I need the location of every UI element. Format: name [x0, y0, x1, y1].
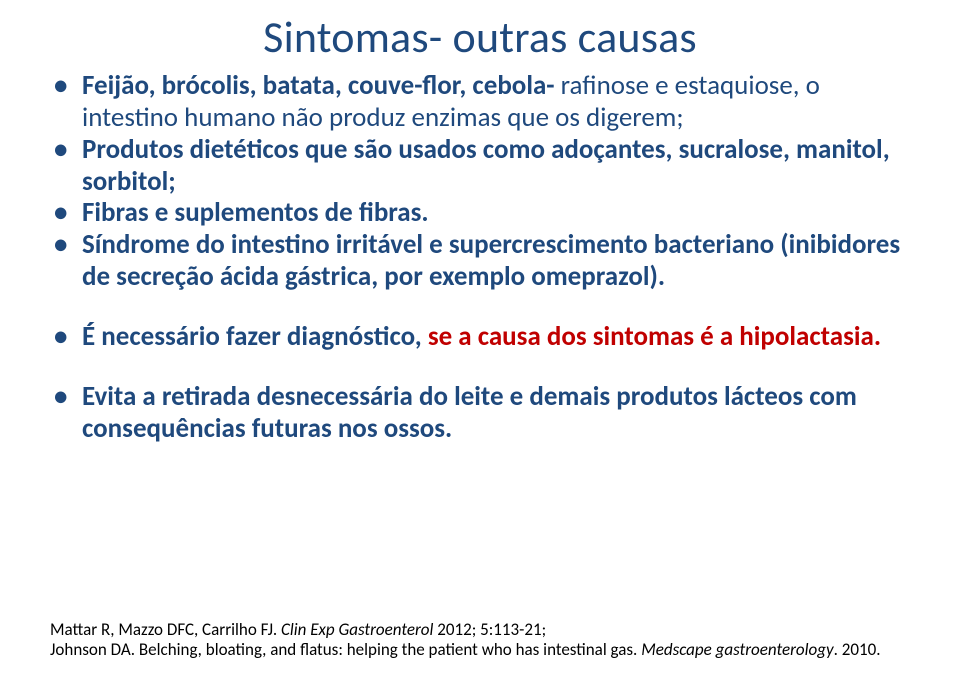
ref1-rest: 2012; 5:113-21;	[437, 619, 546, 640]
bullet-item: Fibras e suplementos de fibras.	[82, 197, 910, 229]
bullet-item: Produtos dietéticos que são usados como …	[82, 134, 910, 198]
bullet-item: Evita a retirada desnecessária do leite …	[82, 381, 910, 445]
slide-title: Sintomas- outras causas	[50, 10, 910, 64]
bullet-text-part: se a causa dos sintomas é a hipolactasia…	[428, 320, 881, 353]
ref2-authors: Johnson DA. Belching, bloating, and flat…	[50, 639, 641, 660]
bullet-text-part: Feijão, brócolis, batata, couve-flor, ce…	[82, 69, 561, 102]
bullet-list: Feijão, brócolis, batata, couve-flor, ce…	[50, 70, 910, 445]
bullet-text-part: É necessário fazer diagnóstico,	[82, 320, 428, 353]
bullet-text-part: Evita a retirada desnecessária do leite …	[82, 380, 857, 445]
reference-line-2: Johnson DA. Belching, bloating, and flat…	[50, 640, 910, 661]
ref1-journal: Clin Exp Gastroenterol	[281, 619, 437, 640]
bullet-text-part: Produtos dietéticos que são usados como …	[82, 133, 890, 198]
reference-line-1: Mattar R, Mazzo DFC, Carrilho FJ. Clin E…	[50, 620, 910, 641]
bullet-item: Feijão, brócolis, batata, couve-flor, ce…	[82, 70, 910, 134]
bullet-text-part: Fibras e suplementos de fibras.	[82, 196, 429, 229]
ref2-rest: . 2010.	[834, 639, 881, 660]
bullet-item: É necessário fazer diagnóstico, se a cau…	[82, 321, 910, 353]
ref1-authors: Mattar R, Mazzo DFC, Carrilho FJ.	[50, 619, 281, 640]
references: Mattar R, Mazzo DFC, Carrilho FJ. Clin E…	[50, 620, 910, 661]
bullet-item: Síndrome do intestino irritável e superc…	[82, 229, 910, 293]
slide: Sintomas- outras causas Feijão, brócolis…	[0, 0, 960, 679]
bullet-text-part: Síndrome do intestino irritável e superc…	[82, 228, 900, 293]
ref2-journal: Medscape gastroenterology	[641, 639, 833, 660]
